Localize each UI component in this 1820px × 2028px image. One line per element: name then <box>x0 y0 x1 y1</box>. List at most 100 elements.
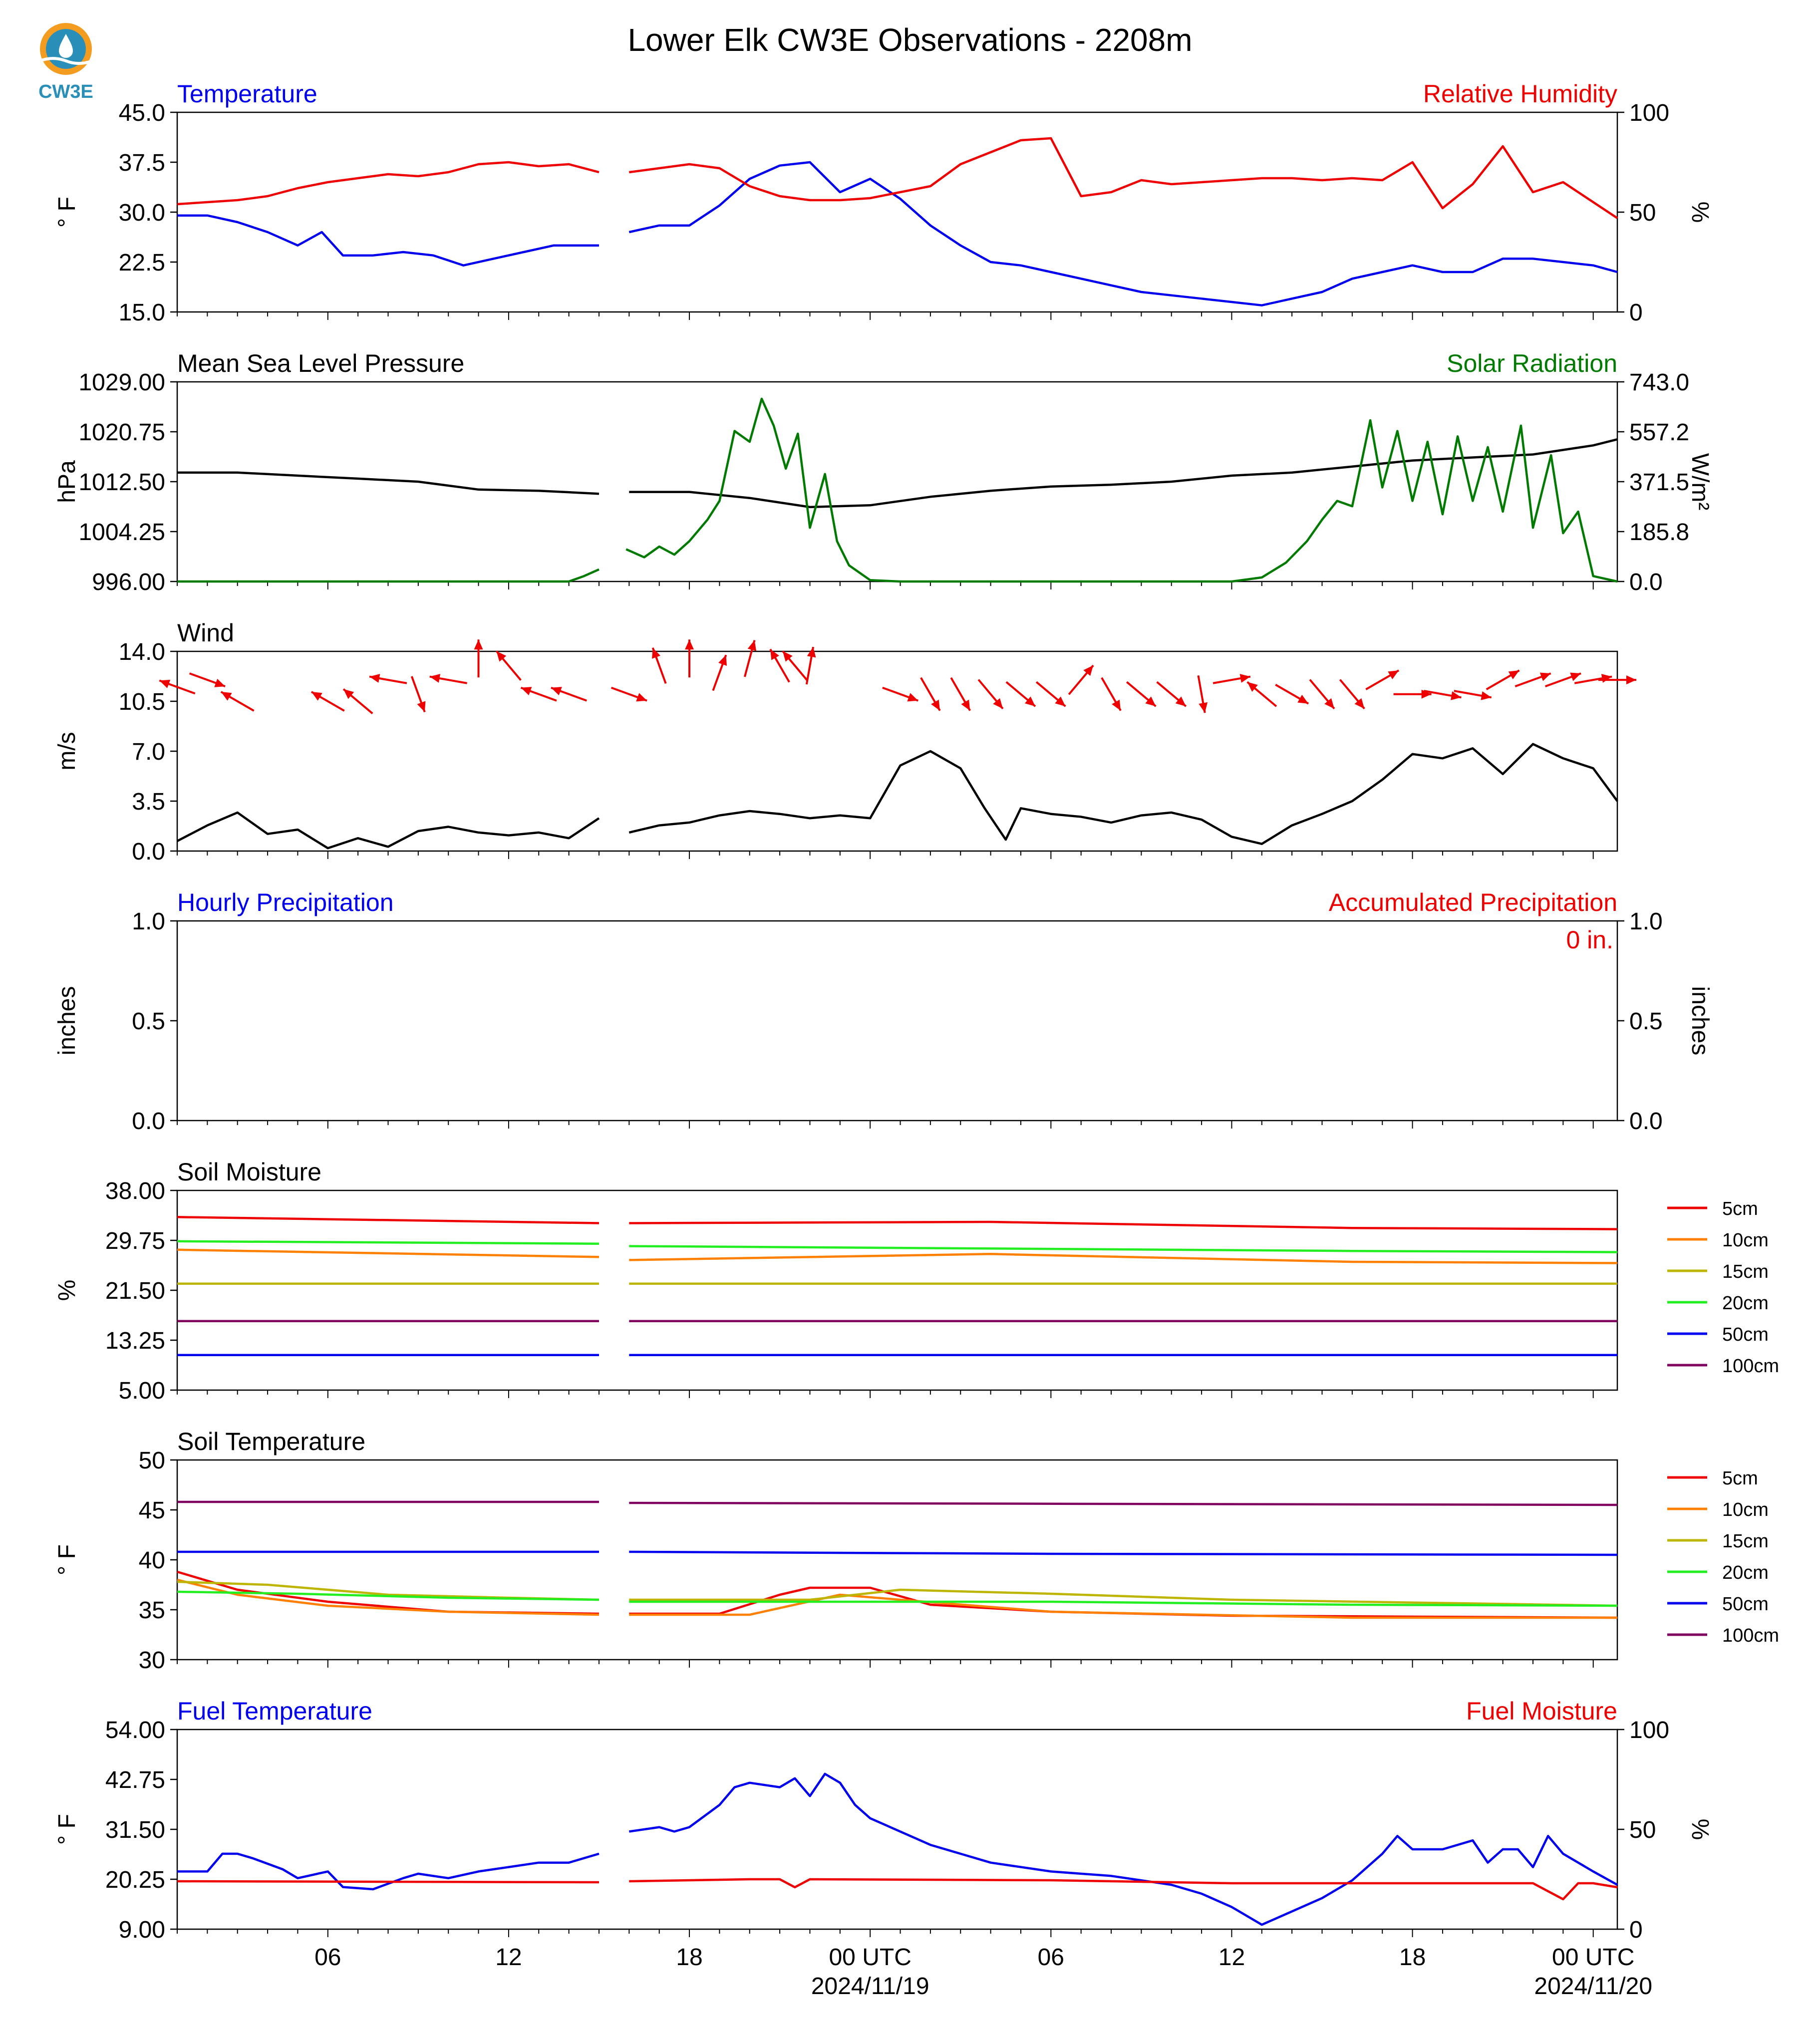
y-tick-label: 0.0 <box>132 1108 165 1135</box>
legend-label: 15cm <box>1722 1261 1769 1282</box>
y-tick-label-right: 0.5 <box>1629 1008 1663 1035</box>
panel-title-left: Soil Moisture <box>177 1158 321 1186</box>
series-line-5cm <box>177 1216 600 1224</box>
wind-arrow-head <box>907 693 918 702</box>
y-axis-label: hPa <box>54 460 80 503</box>
series-line-5cm <box>629 1220 1618 1230</box>
y-tick-label: 0.0 <box>132 839 165 865</box>
wind-arrow-head <box>636 693 647 702</box>
wind-arrow-head <box>1421 689 1432 699</box>
y-tick-label: 31.50 <box>105 1817 165 1843</box>
series-line-1 <box>177 214 599 267</box>
y-tick-label-right: 100 <box>1629 100 1669 126</box>
y-tick-label: 5.00 <box>119 1378 165 1404</box>
plot-frame <box>176 920 1618 1122</box>
series-line-2 <box>177 1880 600 1884</box>
droplet-icon <box>59 34 73 58</box>
series-line-100cm <box>629 1501 1618 1506</box>
wind-arrow-head <box>429 674 441 683</box>
wind-arrow-head <box>1199 702 1208 713</box>
y-axis-label: ° F <box>54 1814 80 1845</box>
wind-arrow-head <box>1508 670 1519 679</box>
figure-title: Lower Elk CW3E Observations - 2208m <box>627 22 1192 58</box>
y-tick-label-right: 743.0 <box>1629 369 1689 396</box>
wind-arrow-head <box>1024 696 1036 707</box>
y-tick-label: 22.5 <box>119 250 165 276</box>
wind-arrow-head <box>718 655 727 666</box>
y-axis-label: % <box>54 1280 80 1301</box>
wind-arrow-head <box>931 699 940 711</box>
y-tick-label: 1004.25 <box>78 519 165 546</box>
y-axis-label: ° F <box>54 197 80 228</box>
y-tick-label: 1029.00 <box>78 369 165 396</box>
legend-label: 50cm <box>1722 1594 1769 1615</box>
wind-arrow-head <box>474 639 483 650</box>
series-line-2 <box>629 1878 1618 1901</box>
y-tick-label: 37.5 <box>119 150 165 176</box>
chart-panel-3: Wind 0.0 3.5 7.0 10.5 14.0 m/s <box>54 619 1636 865</box>
series-line-1 <box>177 471 600 495</box>
wind-arrow-head <box>961 699 970 711</box>
wind-arrow-head <box>221 692 232 701</box>
y-tick-label-right: 100 <box>1629 1717 1669 1743</box>
wind-arrow-head <box>1083 665 1094 676</box>
panel-title-right: Accumulated Precipitation <box>1329 888 1617 916</box>
wind-arrow-head <box>1570 672 1581 681</box>
panel-title-right: Solar Radiation <box>1447 349 1617 377</box>
y-axis-label-right: inches <box>1687 986 1713 1056</box>
legend-label: 50cm <box>1722 1324 1769 1345</box>
series-line-1 <box>628 1772 1618 1926</box>
y-tick-label: 45.0 <box>119 100 165 126</box>
chart-panel-7: Fuel Temperature Fuel Moisture 9.00 20.25 31… <box>54 1697 1713 2000</box>
legend-label: 5cm <box>1722 1468 1758 1489</box>
chart-panel-6: Soil Temperature 30 35 40 45 50 ° F 5cm 10cm 15cm… <box>54 1428 1779 1674</box>
y-tick-label-right: 185.8 <box>1629 519 1689 546</box>
chart-panel-4: Hourly Precipitation Accumulated Precipit… <box>54 888 1713 1135</box>
legend-label: 5cm <box>1722 1198 1758 1219</box>
wind-arrow-head <box>311 692 322 701</box>
y-tick-label: 9.00 <box>119 1917 165 1943</box>
panel-title-left: Wind <box>177 619 234 647</box>
series-line-10cm <box>629 1253 1618 1264</box>
wind-arrow-head <box>214 678 226 687</box>
y-tick-label: 1012.50 <box>78 469 165 496</box>
y-tick-label: 30.0 <box>119 200 165 226</box>
y-tick-label-right: 371.5 <box>1629 469 1689 496</box>
plot-frame <box>176 1459 1618 1661</box>
wind-arrow-head <box>685 639 694 650</box>
wind-arrow-head <box>1539 672 1551 681</box>
y-tick-label: 40 <box>139 1547 165 1574</box>
wind-arrow-head <box>496 651 507 662</box>
wind-arrow-head <box>1626 675 1636 685</box>
wind-arrow-head <box>1145 696 1156 707</box>
y-tick-label: 38.00 <box>105 1178 165 1204</box>
wind-arrow-head <box>1354 698 1365 709</box>
series-line-20cm <box>629 1600 1618 1607</box>
plot-frame <box>176 111 1618 313</box>
y-tick-label: 42.75 <box>105 1767 165 1793</box>
y-axis-label: inches <box>54 986 80 1056</box>
y-tick-label: 13.25 <box>105 1328 165 1354</box>
wind-arrow-head <box>1481 691 1492 700</box>
x-tick-label: 12 <box>1218 1944 1245 1971</box>
y-tick-label: 14.0 <box>119 639 165 665</box>
chart-panel-2: Mean Sea Level Pressure Solar Radiation 99… <box>54 349 1713 595</box>
wind-arrow-head <box>770 649 779 660</box>
series-line-1 <box>628 743 1618 845</box>
wind-arrow-head <box>1297 694 1309 704</box>
wind-arrow-head <box>747 640 757 651</box>
cw3e-logo: CW3E <box>38 23 93 102</box>
legend-label: 20cm <box>1722 1293 1769 1314</box>
wind-arrow-head <box>1451 691 1462 700</box>
wind-arrow-head <box>1112 699 1121 711</box>
wind-arrow-head <box>782 651 793 662</box>
y-tick-label: 35 <box>139 1597 165 1624</box>
series-line-20cm <box>177 1240 600 1245</box>
legend-label: 10cm <box>1722 1499 1769 1520</box>
y-tick-label-right: 50 <box>1629 1817 1656 1843</box>
y-tick-label: 50 <box>139 1448 165 1474</box>
wind-arrow-head <box>1247 682 1258 692</box>
legend-label: 10cm <box>1722 1230 1769 1251</box>
x-tick-label: 18 <box>1399 1944 1426 1971</box>
